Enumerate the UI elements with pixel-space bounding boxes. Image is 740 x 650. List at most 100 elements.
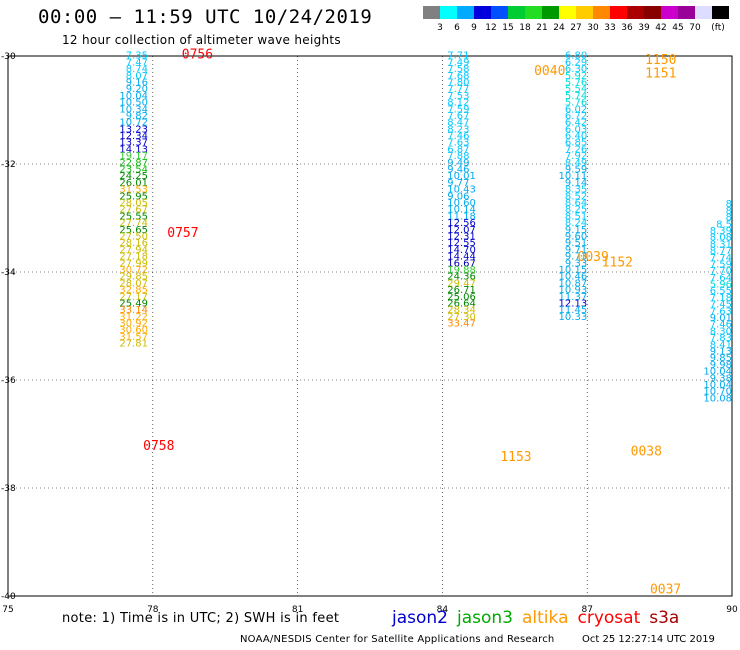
swh-value: 9.59 <box>565 165 587 176</box>
swh-value: 6.29 <box>565 57 587 68</box>
swh-value: 27.81 <box>119 339 148 350</box>
swh-value: 11.18 <box>447 211 476 222</box>
swh-value: 9.16 <box>126 77 148 88</box>
lat-tick-label: -34 <box>1 268 16 278</box>
swh-value: 28.16 <box>119 238 148 249</box>
swh-value: 10.33 <box>559 312 588 323</box>
swh-value: 10.15 <box>559 265 588 276</box>
swh-value: 14.13 <box>119 144 148 155</box>
color-swatch-0 <box>423 6 440 19</box>
swh-value: 8.52 <box>565 191 587 202</box>
swh-value: 5.76 <box>565 77 587 88</box>
color-scale-label: 45 <box>672 23 684 33</box>
swh-value: 28.34 <box>447 305 476 316</box>
swh-value: 10.87 <box>559 278 588 289</box>
swh-value: 13.37 <box>119 138 148 149</box>
swh-value: 8.64 <box>565 198 587 209</box>
swh-value: 19.88 <box>447 265 476 276</box>
swh-value: 9.71 <box>565 245 587 256</box>
swh-value: 7.18 <box>710 293 732 304</box>
swh-value: 9.38 <box>710 373 732 384</box>
swh-value: 8.08 <box>710 233 732 244</box>
swh-value: 6.72 <box>565 111 587 122</box>
swh-value: 5.76 <box>565 98 587 109</box>
swh-value: 9.82 <box>126 111 148 122</box>
swh-value: 29.85 <box>119 272 148 283</box>
swh-value: 7.47 <box>126 57 148 68</box>
swh-value: 8.25 <box>565 205 587 216</box>
color-scale-label: 9 <box>471 23 477 33</box>
swh-value: 10.43 <box>447 185 476 196</box>
swh-value: 7.71 <box>447 51 469 62</box>
color-scale-label: (ft) <box>711 23 725 33</box>
swh-value: 8.23 <box>447 124 469 135</box>
swh-value: 9.85 <box>710 353 732 364</box>
swh-value: 7.88 <box>447 151 469 162</box>
color-scale-label: 42 <box>655 23 667 33</box>
lon-tick-label: 81 <box>292 605 303 615</box>
swh-value: 8.24 <box>565 218 587 229</box>
swh-value: 30.60 <box>119 325 148 336</box>
swh-value: 6.03 <box>565 124 587 135</box>
swh-value: 8.12 <box>447 98 469 109</box>
swh-value: 6.87 <box>447 144 469 155</box>
swh-value: 24.36 <box>447 272 476 283</box>
swh-value: 8.5 <box>716 219 732 230</box>
swh-value: 5.54 <box>565 84 587 95</box>
swh-value: 7.63 <box>447 138 469 149</box>
swh-value: 6.80 <box>565 51 587 62</box>
color-scale-label: 18 <box>519 23 531 33</box>
swh-value: 31.57 <box>119 332 148 343</box>
time-label: 0757 <box>167 226 198 241</box>
swh-value: 25.65 <box>119 225 148 236</box>
swh-value: 28.07 <box>119 278 148 289</box>
swh-value: 7.83 <box>710 333 732 344</box>
swh-value: 7.70 <box>710 266 732 277</box>
color-scale-label: 27 <box>570 23 582 33</box>
swh-value: 7.74 <box>710 253 732 264</box>
lat-tick-label: -32 <box>1 160 16 170</box>
legend-jason3: jason3 <box>457 608 513 628</box>
swh-value: 10.34 <box>119 104 148 115</box>
swh-value: 27.94 <box>119 245 148 256</box>
lat-tick-label: -36 <box>1 376 16 386</box>
color-swatch-12 <box>627 6 644 19</box>
color-scale-label: 6 <box>454 23 460 33</box>
color-swatch-2 <box>457 6 474 19</box>
time-label: 0038 <box>631 445 662 460</box>
swh-value: 10.04 <box>703 367 732 378</box>
time-label: 0039 <box>578 250 609 265</box>
lon-tick-label: 75 <box>2 605 13 615</box>
swh-value: 9.06 <box>447 191 469 202</box>
swh-value: 10.46 <box>559 272 588 283</box>
swh-value: 32.85 <box>119 285 148 296</box>
legend-altika: altika <box>522 608 569 628</box>
color-scale-label: 24 <box>553 23 565 33</box>
swh-value: 7.77 <box>447 84 469 95</box>
swh-value: 9.14 <box>565 178 587 189</box>
swh-value: 7.26 <box>565 144 587 155</box>
color-swatch-6 <box>525 6 542 19</box>
swh-value: 27.30 <box>447 312 476 323</box>
color-swatch-4 <box>491 6 508 19</box>
legend-cryosat: cryosat <box>577 608 641 628</box>
swh-value: 14.44 <box>447 252 476 263</box>
swh-value: 6.55 <box>710 286 732 297</box>
color-scale-label: 33 <box>604 23 616 33</box>
swh-value: 7.46 <box>710 320 732 331</box>
footer-note: note: 1) Time is in UTC; 2) SWH is in fe… <box>62 611 340 626</box>
legend-s3a: s3a <box>649 608 680 628</box>
swh-value: 9.73 <box>565 252 587 263</box>
swh-value: 12.55 <box>447 238 476 249</box>
swh-value: 27.99 <box>119 258 148 269</box>
swh-value: 9.13 <box>710 347 732 358</box>
swh-value: 26.01 <box>119 178 148 189</box>
swh-value: 8.31 <box>710 239 732 250</box>
lon-tick-label: 90 <box>726 605 738 615</box>
swh-value: 25.49 <box>119 298 148 309</box>
swh-value: 10.14 <box>447 205 476 216</box>
swh-value: 25.06 <box>447 292 476 303</box>
swh-value: 13.23 <box>119 124 148 135</box>
swh-value: 10.08 <box>703 393 732 404</box>
swh-value: 9.46 <box>447 165 469 176</box>
